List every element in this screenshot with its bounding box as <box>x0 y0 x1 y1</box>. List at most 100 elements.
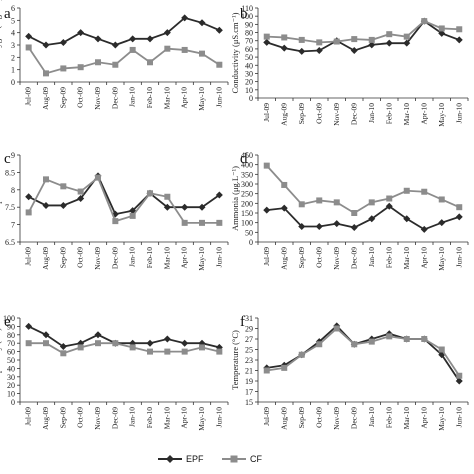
x-tick-label: Aug-09 <box>279 407 288 430</box>
series-line <box>28 174 220 216</box>
x-tick-label: Sep-09 <box>58 247 67 268</box>
data-point <box>77 29 85 37</box>
data-point <box>368 199 375 206</box>
y-tick-label: 31 <box>245 314 253 323</box>
data-point <box>368 338 375 345</box>
series-line <box>266 327 460 377</box>
x-tick-label: Feb-10 <box>384 407 393 428</box>
series-cf <box>25 340 223 357</box>
x-tick-label: Jan-10 <box>367 103 376 123</box>
data-point <box>386 333 393 340</box>
data-point <box>263 38 271 46</box>
data-point <box>280 44 288 52</box>
data-point <box>95 59 101 66</box>
y-axis-label: Conductivity (μS.cm⁻¹) <box>230 12 240 93</box>
y-tick-label: 60 <box>7 348 15 357</box>
data-point <box>298 351 305 358</box>
data-point <box>386 31 393 38</box>
data-point <box>163 203 171 211</box>
x-tick-label: Jul-09 <box>262 103 271 122</box>
data-point <box>438 219 446 227</box>
data-point <box>215 191 223 199</box>
x-tick-label: Aug-09 <box>41 87 50 110</box>
y-tick-label: 25 <box>245 346 253 355</box>
y-tick-label: 9 <box>11 151 15 160</box>
panel-label: b <box>240 6 248 22</box>
data-point <box>181 203 189 211</box>
y-tick-label: 90 <box>7 322 15 331</box>
x-tick-label: May-10 <box>197 407 206 431</box>
y-axis-label: Transparency (cm) <box>0 328 2 392</box>
x-tick-label: Oct-09 <box>76 407 85 428</box>
data-point <box>199 50 205 57</box>
y-axis-label: Temperature (°C) <box>230 330 240 390</box>
data-point <box>368 215 376 223</box>
data-point <box>25 322 33 330</box>
data-point <box>59 201 67 209</box>
data-point <box>112 218 119 225</box>
y-axis-label: pH <box>0 193 2 203</box>
series-epf <box>263 322 463 385</box>
y-tick-label: 0 <box>249 238 253 247</box>
y-tick-label: 350 <box>241 170 253 179</box>
series-epf <box>263 202 463 233</box>
data-point <box>456 26 463 33</box>
y-tick-label: 80 <box>7 331 15 340</box>
data-point <box>77 188 84 195</box>
x-tick-label: Dec-09 <box>110 407 119 429</box>
y-tick-label: 3 <box>11 41 15 50</box>
data-point <box>59 39 67 47</box>
data-point <box>316 39 323 46</box>
y-tick-label: 40 <box>7 364 15 373</box>
y-tick-label: 19 <box>245 377 253 386</box>
x-tick-label: Jun-10 <box>454 247 463 268</box>
data-point <box>298 201 305 208</box>
y-tick-label: 6 <box>11 4 15 13</box>
data-point <box>403 187 410 194</box>
panel-label: a <box>4 6 11 22</box>
x-tick-label: Mar-10 <box>162 247 171 270</box>
data-point <box>455 213 463 221</box>
x-tick-label: Oct-09 <box>314 407 323 428</box>
y-tick-label: 250 <box>241 190 253 199</box>
data-point <box>421 188 428 195</box>
data-point <box>60 65 67 72</box>
y-tick-label: 70 <box>245 37 253 46</box>
y-tick-label: 27 <box>245 335 253 344</box>
x-tick-label: May-10 <box>437 247 446 271</box>
data-point <box>129 344 136 351</box>
data-point <box>456 204 463 211</box>
series-epf <box>25 14 223 49</box>
x-tick-label: Feb-10 <box>384 103 393 124</box>
x-tick-label: Mar-10 <box>402 103 411 126</box>
data-point <box>298 47 306 55</box>
data-point <box>147 190 153 197</box>
data-point <box>147 348 153 355</box>
series-cf <box>263 162 463 216</box>
data-point <box>215 26 223 34</box>
x-tick-label: Jun-10 <box>214 407 223 428</box>
data-point <box>198 19 206 27</box>
x-tick-label: Aug-09 <box>279 103 288 126</box>
y-tick-label: 8 <box>11 186 15 195</box>
x-tick-label: Nov-09 <box>93 247 102 270</box>
x-tick-label: Dec-09 <box>110 87 119 109</box>
x-tick-label: Jul-09 <box>24 247 33 266</box>
x-tick-label: Mar-10 <box>402 407 411 430</box>
data-point <box>403 33 410 40</box>
data-point <box>216 61 223 68</box>
y-tick-label: 100 <box>241 219 253 228</box>
data-point <box>281 181 288 188</box>
data-point <box>351 210 358 216</box>
y-tick-label: 4 <box>11 29 15 38</box>
y-tick-label: 300 <box>241 180 253 189</box>
x-tick-label: Dec-09 <box>349 103 358 125</box>
x-tick-label: Apr-10 <box>180 87 189 109</box>
x-tick-label: Feb-10 <box>145 407 154 428</box>
chart-panel-c: c 6.5 7 7.5 8 8.5 9 pH Jul-09 Aug-09 Sep-09 Oct-09 N… <box>0 151 229 271</box>
x-tick-label: Nov-09 <box>93 407 102 430</box>
x-tick-label: Jan-10 <box>367 247 376 267</box>
x-tick-label: Dec-09 <box>349 407 358 429</box>
x-tick-label: Jan-10 <box>128 247 137 267</box>
y-tick-label: 40 <box>245 61 253 70</box>
